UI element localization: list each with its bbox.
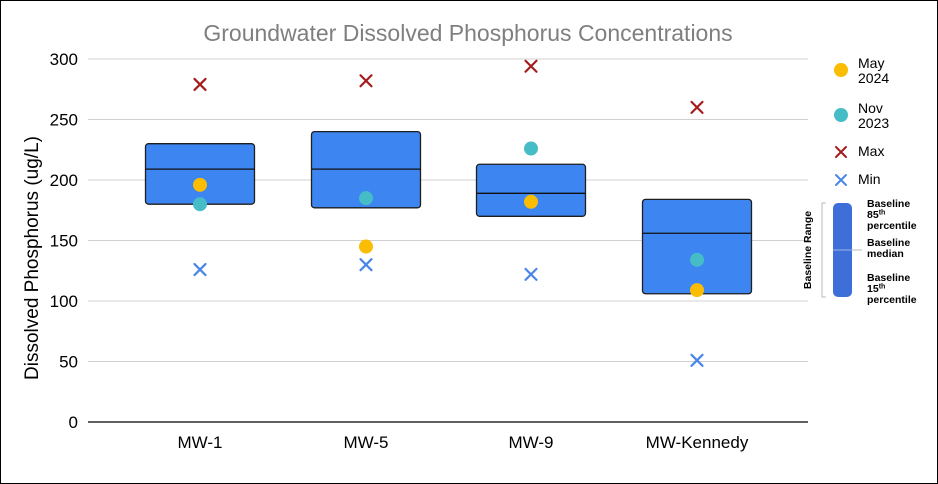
- min-point-stroke-b: [193, 262, 207, 277]
- nov-2023-point: [690, 252, 704, 267]
- min-point-stroke-b: [690, 353, 704, 367]
- may-2024-point: [359, 239, 373, 254]
- baseline-boxes: [144, 130, 753, 295]
- range-legend-text: percentile: [867, 294, 917, 306]
- min-point: [690, 353, 704, 367]
- x-tick-label: MW-9: [508, 433, 553, 452]
- y-tick-label: 200: [50, 171, 78, 190]
- range-legend-text: Baseline: [867, 237, 910, 249]
- max-point: [193, 77, 207, 92]
- range-legend-bracket: [821, 202, 826, 298]
- legend-marker-stroke-b: [835, 146, 847, 158]
- range-legend-superscript: th: [879, 284, 886, 291]
- max-point: [690, 100, 704, 115]
- x-tick-label: MW-1: [177, 433, 222, 452]
- legend-marker: [835, 146, 847, 158]
- baseline-box: [144, 143, 256, 205]
- range-legend-text: median: [867, 248, 904, 260]
- max-point-stroke-b: [524, 59, 538, 73]
- y-tick-label: 0: [69, 413, 78, 432]
- may-2024-point: [193, 177, 207, 192]
- legend-label: May: [858, 55, 884, 71]
- legend-label: Min: [858, 171, 881, 187]
- legend-marker: [835, 174, 847, 186]
- legend-label: 2024: [858, 70, 889, 86]
- chart-title: Groundwater Dissolved Phosphorus Concent…: [203, 20, 732, 46]
- max-point-stroke-b: [193, 77, 207, 92]
- legend-label: Max: [858, 143, 884, 159]
- y-tick-label: 150: [50, 232, 78, 251]
- range-legend-text: Baseline: [867, 198, 910, 210]
- min-point-stroke-b: [359, 258, 373, 272]
- y-tick-label: 100: [50, 292, 78, 311]
- legend-marker: [834, 108, 848, 122]
- nov-2023-point: [359, 191, 373, 206]
- range-legend-title: Baseline Range: [802, 211, 814, 289]
- max-point: [359, 74, 373, 88]
- nov-2023-point: [193, 197, 207, 212]
- max-point: [524, 59, 538, 73]
- y-axis-label: Dissolved Phosphorus (ug/L): [22, 136, 43, 380]
- max-point-stroke-b: [359, 74, 373, 88]
- min-point-stroke-b: [524, 267, 538, 281]
- range-legend-text: percentile: [867, 220, 917, 232]
- legend-label: Nov: [858, 100, 883, 116]
- x-tick-label: MW-5: [343, 433, 388, 452]
- range-legend-superscript: th: [879, 210, 886, 217]
- max-point-stroke-b: [690, 100, 704, 115]
- data-points: [193, 59, 704, 367]
- legend-label: 2023: [858, 115, 889, 131]
- range-legend-text: Baseline: [867, 272, 910, 284]
- baseline-box: [641, 198, 753, 295]
- y-tick-label: 250: [50, 111, 78, 130]
- y-tick-labels: 0 50 100 150 200 250 300: [50, 50, 78, 432]
- legend-item: Min: [835, 171, 881, 187]
- baseline-box: [475, 163, 587, 217]
- may-2024-point: [690, 283, 704, 298]
- min-point: [359, 258, 373, 272]
- min-point: [524, 267, 538, 281]
- x-tick-labels: MW-1 MW-5 MW-9 MW-Kennedy: [177, 433, 748, 452]
- y-tick-label: 50: [59, 353, 78, 372]
- x-tick-label: MW-Kennedy: [646, 433, 749, 452]
- baseline-range-legend: Baseline RangeBaseline85thpercentileBase…: [802, 198, 917, 306]
- min-point: [193, 262, 207, 277]
- nov-2023-point: [524, 141, 538, 156]
- legend-marker-stroke-b: [835, 174, 847, 186]
- y-tick-label: 300: [50, 50, 78, 69]
- legend-marker: [834, 63, 848, 77]
- legend-item: Max: [835, 143, 884, 159]
- may-2024-point: [524, 194, 538, 209]
